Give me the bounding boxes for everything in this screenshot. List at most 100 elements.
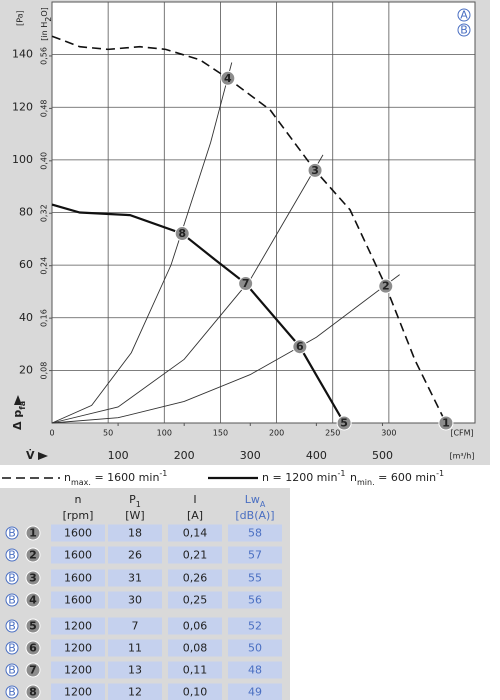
legend-label-main: = 1200 min xyxy=(269,471,337,484)
legend-label-main: n xyxy=(262,471,269,484)
y-tick-label: 80 xyxy=(19,206,33,219)
y2-tick-label: 0,24 xyxy=(40,257,49,275)
variant-badge xyxy=(5,619,19,633)
variant-badge xyxy=(5,641,19,655)
x2-tick-label: 250 xyxy=(325,429,340,438)
column-unit: [W] xyxy=(125,509,144,522)
table-cell xyxy=(108,524,162,542)
table-cell xyxy=(168,683,222,700)
table-value: 1600 xyxy=(64,594,92,607)
row-point: 8 xyxy=(29,686,37,699)
variant-badge-label: B xyxy=(460,24,468,37)
y-arrow xyxy=(14,395,22,405)
variant-badge xyxy=(5,685,19,699)
table-cell xyxy=(228,617,282,635)
table-value: 58 xyxy=(248,527,262,540)
point-label: 4 xyxy=(224,72,232,85)
table-cell xyxy=(228,524,282,542)
y2-tick-label: 0,16 xyxy=(40,309,49,327)
table-cell xyxy=(228,661,282,679)
legend-label-sub: max. xyxy=(71,478,91,487)
table-value: 48 xyxy=(248,664,262,677)
y2-label-sub: 2 xyxy=(44,17,53,22)
column-header: LwA xyxy=(245,493,266,509)
point-label: 8 xyxy=(178,227,186,240)
table-cell xyxy=(51,591,105,609)
point-label: 3 xyxy=(311,164,319,177)
table-value: 56 xyxy=(248,594,262,607)
x-label: [m³/h] xyxy=(449,452,474,461)
y2-tick-label: 0,48 xyxy=(40,99,49,117)
point-label: 7 xyxy=(242,277,250,290)
row-variant: B xyxy=(8,549,16,562)
row-variant: B xyxy=(8,572,16,585)
x-tick-label: 300 xyxy=(240,449,261,462)
x2-tick-label: 100 xyxy=(157,429,172,438)
column-header: n xyxy=(75,493,82,506)
variant-badge xyxy=(457,8,471,22)
variant-badge xyxy=(5,526,19,540)
legend-label-main: n xyxy=(64,471,71,484)
table-value: 1600 xyxy=(64,549,92,562)
y-symbol-main: Δ p xyxy=(11,410,24,430)
row-point: 7 xyxy=(29,664,37,677)
row-variant: B xyxy=(8,686,16,699)
row-point: 5 xyxy=(29,620,37,633)
row-point: 1 xyxy=(29,527,37,540)
x2-label: [CFM] xyxy=(450,429,473,438)
table-cell xyxy=(51,546,105,564)
table-cell xyxy=(228,546,282,564)
y2-tick-label: 0,40 xyxy=(40,152,49,170)
row-point: 3 xyxy=(29,572,37,585)
table-value: 50 xyxy=(248,642,262,655)
y2-tick-label: 0,08 xyxy=(40,362,49,380)
table-cell xyxy=(168,546,222,564)
row-point: 4 xyxy=(29,594,37,607)
variant-badge xyxy=(5,548,19,562)
table-cell xyxy=(228,683,282,700)
operating-point xyxy=(220,70,236,86)
y-label: [Pa] xyxy=(16,10,25,26)
table-cell xyxy=(108,639,162,657)
point-badge xyxy=(25,662,41,678)
x-symbol: V̇ xyxy=(26,449,35,462)
point-badge xyxy=(25,684,41,700)
table-value: 52 xyxy=(248,620,262,633)
table-value: 26 xyxy=(128,549,142,562)
table-value: 0,06 xyxy=(183,620,208,633)
y2-tick-label: 0,56 xyxy=(40,47,49,65)
table-value: 30 xyxy=(128,594,142,607)
table-cell xyxy=(228,569,282,587)
column-header: I xyxy=(193,493,196,506)
table-cell xyxy=(108,591,162,609)
point-badge xyxy=(25,525,41,541)
legend-label-sub: min. xyxy=(357,478,375,487)
operating-point xyxy=(378,278,394,294)
row-variant: B xyxy=(8,620,16,633)
table-cell xyxy=(51,639,105,657)
x-tick-label: 200 xyxy=(174,449,195,462)
column-unit: [A] xyxy=(187,509,203,522)
curve xyxy=(51,62,233,424)
x2-tick-label: 300 xyxy=(381,429,396,438)
variant-badge xyxy=(5,571,19,585)
table-value: 0,26 xyxy=(183,572,208,585)
y-symbol: Δ pfa xyxy=(11,401,27,430)
point-badge xyxy=(25,640,41,656)
y2-tick-label: 0,32 xyxy=(40,204,49,222)
table-value: 1600 xyxy=(64,527,92,540)
y2-label-main: O] xyxy=(40,7,49,16)
table-value: 0,11 xyxy=(183,664,208,677)
column-header-main: Lw xyxy=(245,493,260,506)
point-label: 1 xyxy=(442,417,450,430)
y-tick-label: 140 xyxy=(12,48,33,61)
column-unit: [dB(A)] xyxy=(235,509,274,522)
table-value: 1200 xyxy=(64,686,92,699)
table-cell xyxy=(51,524,105,542)
operating-point xyxy=(307,162,323,178)
table-cell xyxy=(51,683,105,700)
table-value: 49 xyxy=(248,686,262,699)
column-header-sub: 1 xyxy=(136,500,141,509)
y-tick-label: 20 xyxy=(19,363,33,376)
table-value: 0,14 xyxy=(183,527,208,540)
